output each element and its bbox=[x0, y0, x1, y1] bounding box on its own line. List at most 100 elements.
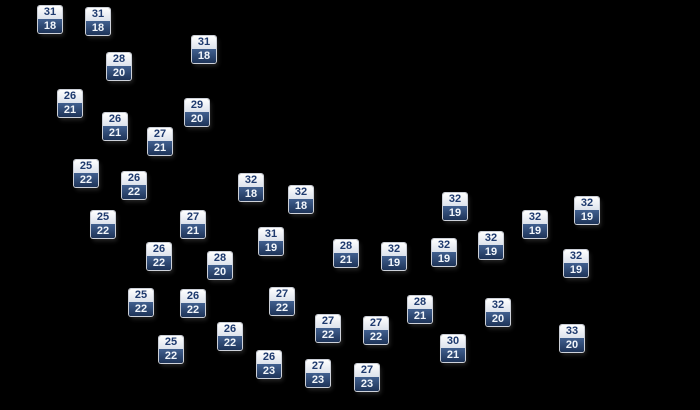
low-temp-value: 19 bbox=[382, 256, 406, 270]
station-temp-label[interactable]: 32 19 bbox=[432, 239, 456, 266]
station-temp-label[interactable]: 25 22 bbox=[129, 289, 153, 316]
station-temp-label[interactable]: 26 22 bbox=[147, 243, 171, 270]
low-temp-value: 21 bbox=[181, 224, 205, 238]
high-temp-value: 26 bbox=[58, 90, 82, 103]
low-temp-value: 22 bbox=[122, 185, 146, 199]
high-temp-value: 32 bbox=[523, 211, 547, 224]
station-temp-label[interactable]: 32 19 bbox=[523, 211, 547, 238]
high-temp-value: 33 bbox=[560, 325, 584, 338]
low-temp-value: 23 bbox=[355, 377, 379, 391]
station-temp-label[interactable]: 31 19 bbox=[259, 228, 283, 255]
low-temp-value: 19 bbox=[479, 245, 503, 259]
station-temp-label[interactable]: 27 22 bbox=[364, 317, 388, 344]
low-temp-value: 22 bbox=[270, 301, 294, 315]
low-temp-value: 19 bbox=[523, 224, 547, 238]
high-temp-value: 27 bbox=[270, 288, 294, 301]
low-temp-value: 20 bbox=[560, 338, 584, 352]
high-temp-value: 26 bbox=[257, 351, 281, 364]
high-temp-value: 26 bbox=[218, 323, 242, 336]
high-temp-value: 25 bbox=[91, 211, 115, 224]
high-temp-value: 31 bbox=[259, 228, 283, 241]
high-temp-value: 25 bbox=[74, 160, 98, 173]
station-temp-label[interactable]: 27 21 bbox=[181, 211, 205, 238]
station-temp-label[interactable]: 29 20 bbox=[185, 99, 209, 126]
high-temp-value: 27 bbox=[355, 364, 379, 377]
station-temp-label[interactable]: 30 21 bbox=[441, 335, 465, 362]
station-temp-label[interactable]: 32 19 bbox=[382, 243, 406, 270]
high-temp-value: 27 bbox=[181, 211, 205, 224]
station-temp-label[interactable]: 31 18 bbox=[38, 6, 62, 33]
low-temp-value: 22 bbox=[147, 256, 171, 270]
low-temp-value: 20 bbox=[486, 312, 510, 326]
station-temp-label[interactable]: 25 22 bbox=[74, 160, 98, 187]
high-temp-value: 26 bbox=[122, 172, 146, 185]
high-temp-value: 32 bbox=[443, 193, 467, 206]
high-temp-value: 26 bbox=[181, 290, 205, 303]
station-temp-label[interactable]: 26 21 bbox=[58, 90, 82, 117]
high-temp-value: 26 bbox=[147, 243, 171, 256]
high-temp-value: 26 bbox=[103, 113, 127, 126]
low-temp-value: 22 bbox=[159, 349, 183, 363]
low-temp-value: 22 bbox=[181, 303, 205, 317]
high-temp-value: 28 bbox=[208, 252, 232, 265]
low-temp-value: 19 bbox=[259, 241, 283, 255]
station-temp-label[interactable]: 27 23 bbox=[355, 364, 379, 391]
high-temp-value: 27 bbox=[306, 360, 330, 373]
high-temp-value: 25 bbox=[129, 289, 153, 302]
high-temp-value: 32 bbox=[575, 197, 599, 210]
low-temp-value: 21 bbox=[441, 348, 465, 362]
station-temp-label[interactable]: 26 21 bbox=[103, 113, 127, 140]
high-temp-value: 31 bbox=[86, 8, 110, 21]
station-temp-label[interactable]: 33 20 bbox=[560, 325, 584, 352]
high-temp-value: 29 bbox=[185, 99, 209, 112]
station-temp-label[interactable]: 27 23 bbox=[306, 360, 330, 387]
station-temp-label[interactable]: 32 19 bbox=[479, 232, 503, 259]
station-temp-label[interactable]: 31 18 bbox=[192, 36, 216, 63]
low-temp-value: 18 bbox=[38, 19, 62, 33]
high-temp-value: 30 bbox=[441, 335, 465, 348]
station-temp-label[interactable]: 32 19 bbox=[564, 250, 588, 277]
station-temp-label[interactable]: 28 20 bbox=[107, 53, 131, 80]
low-temp-value: 22 bbox=[316, 328, 340, 342]
high-temp-value: 32 bbox=[289, 186, 313, 199]
low-temp-value: 19 bbox=[564, 263, 588, 277]
low-temp-value: 18 bbox=[192, 49, 216, 63]
station-temp-label[interactable]: 32 18 bbox=[289, 186, 313, 213]
low-temp-value: 19 bbox=[432, 252, 456, 266]
station-temp-label[interactable]: 28 21 bbox=[408, 296, 432, 323]
station-temp-label[interactable]: 27 21 bbox=[148, 128, 172, 155]
station-temp-label[interactable]: 31 18 bbox=[86, 8, 110, 35]
station-temp-label[interactable]: 28 21 bbox=[334, 240, 358, 267]
high-temp-value: 32 bbox=[239, 174, 263, 187]
low-temp-value: 22 bbox=[129, 302, 153, 316]
low-temp-value: 23 bbox=[257, 364, 281, 378]
low-temp-value: 21 bbox=[334, 253, 358, 267]
high-temp-value: 27 bbox=[148, 128, 172, 141]
low-temp-value: 18 bbox=[239, 187, 263, 201]
low-temp-value: 23 bbox=[306, 373, 330, 387]
station-temp-label[interactable]: 26 22 bbox=[181, 290, 205, 317]
low-temp-value: 18 bbox=[86, 21, 110, 35]
high-temp-value: 28 bbox=[408, 296, 432, 309]
station-temp-label[interactable]: 28 20 bbox=[208, 252, 232, 279]
station-temp-label[interactable]: 25 22 bbox=[91, 211, 115, 238]
station-temp-label[interactable]: 32 19 bbox=[575, 197, 599, 224]
station-temp-label[interactable]: 32 19 bbox=[443, 193, 467, 220]
high-temp-value: 31 bbox=[38, 6, 62, 19]
high-temp-value: 27 bbox=[316, 315, 340, 328]
low-temp-value: 21 bbox=[148, 141, 172, 155]
low-temp-value: 20 bbox=[107, 66, 131, 80]
station-temp-label[interactable]: 26 22 bbox=[218, 323, 242, 350]
low-temp-value: 20 bbox=[208, 265, 232, 279]
high-temp-value: 32 bbox=[432, 239, 456, 252]
station-temp-label[interactable]: 32 20 bbox=[486, 299, 510, 326]
station-temp-label[interactable]: 32 18 bbox=[239, 174, 263, 201]
station-temp-label[interactable]: 27 22 bbox=[316, 315, 340, 342]
low-temp-value: 18 bbox=[289, 199, 313, 213]
station-temp-label[interactable]: 27 22 bbox=[270, 288, 294, 315]
high-temp-value: 27 bbox=[364, 317, 388, 330]
station-temp-label[interactable]: 25 22 bbox=[159, 336, 183, 363]
station-temp-label[interactable]: 26 23 bbox=[257, 351, 281, 378]
station-temp-label[interactable]: 26 22 bbox=[122, 172, 146, 199]
